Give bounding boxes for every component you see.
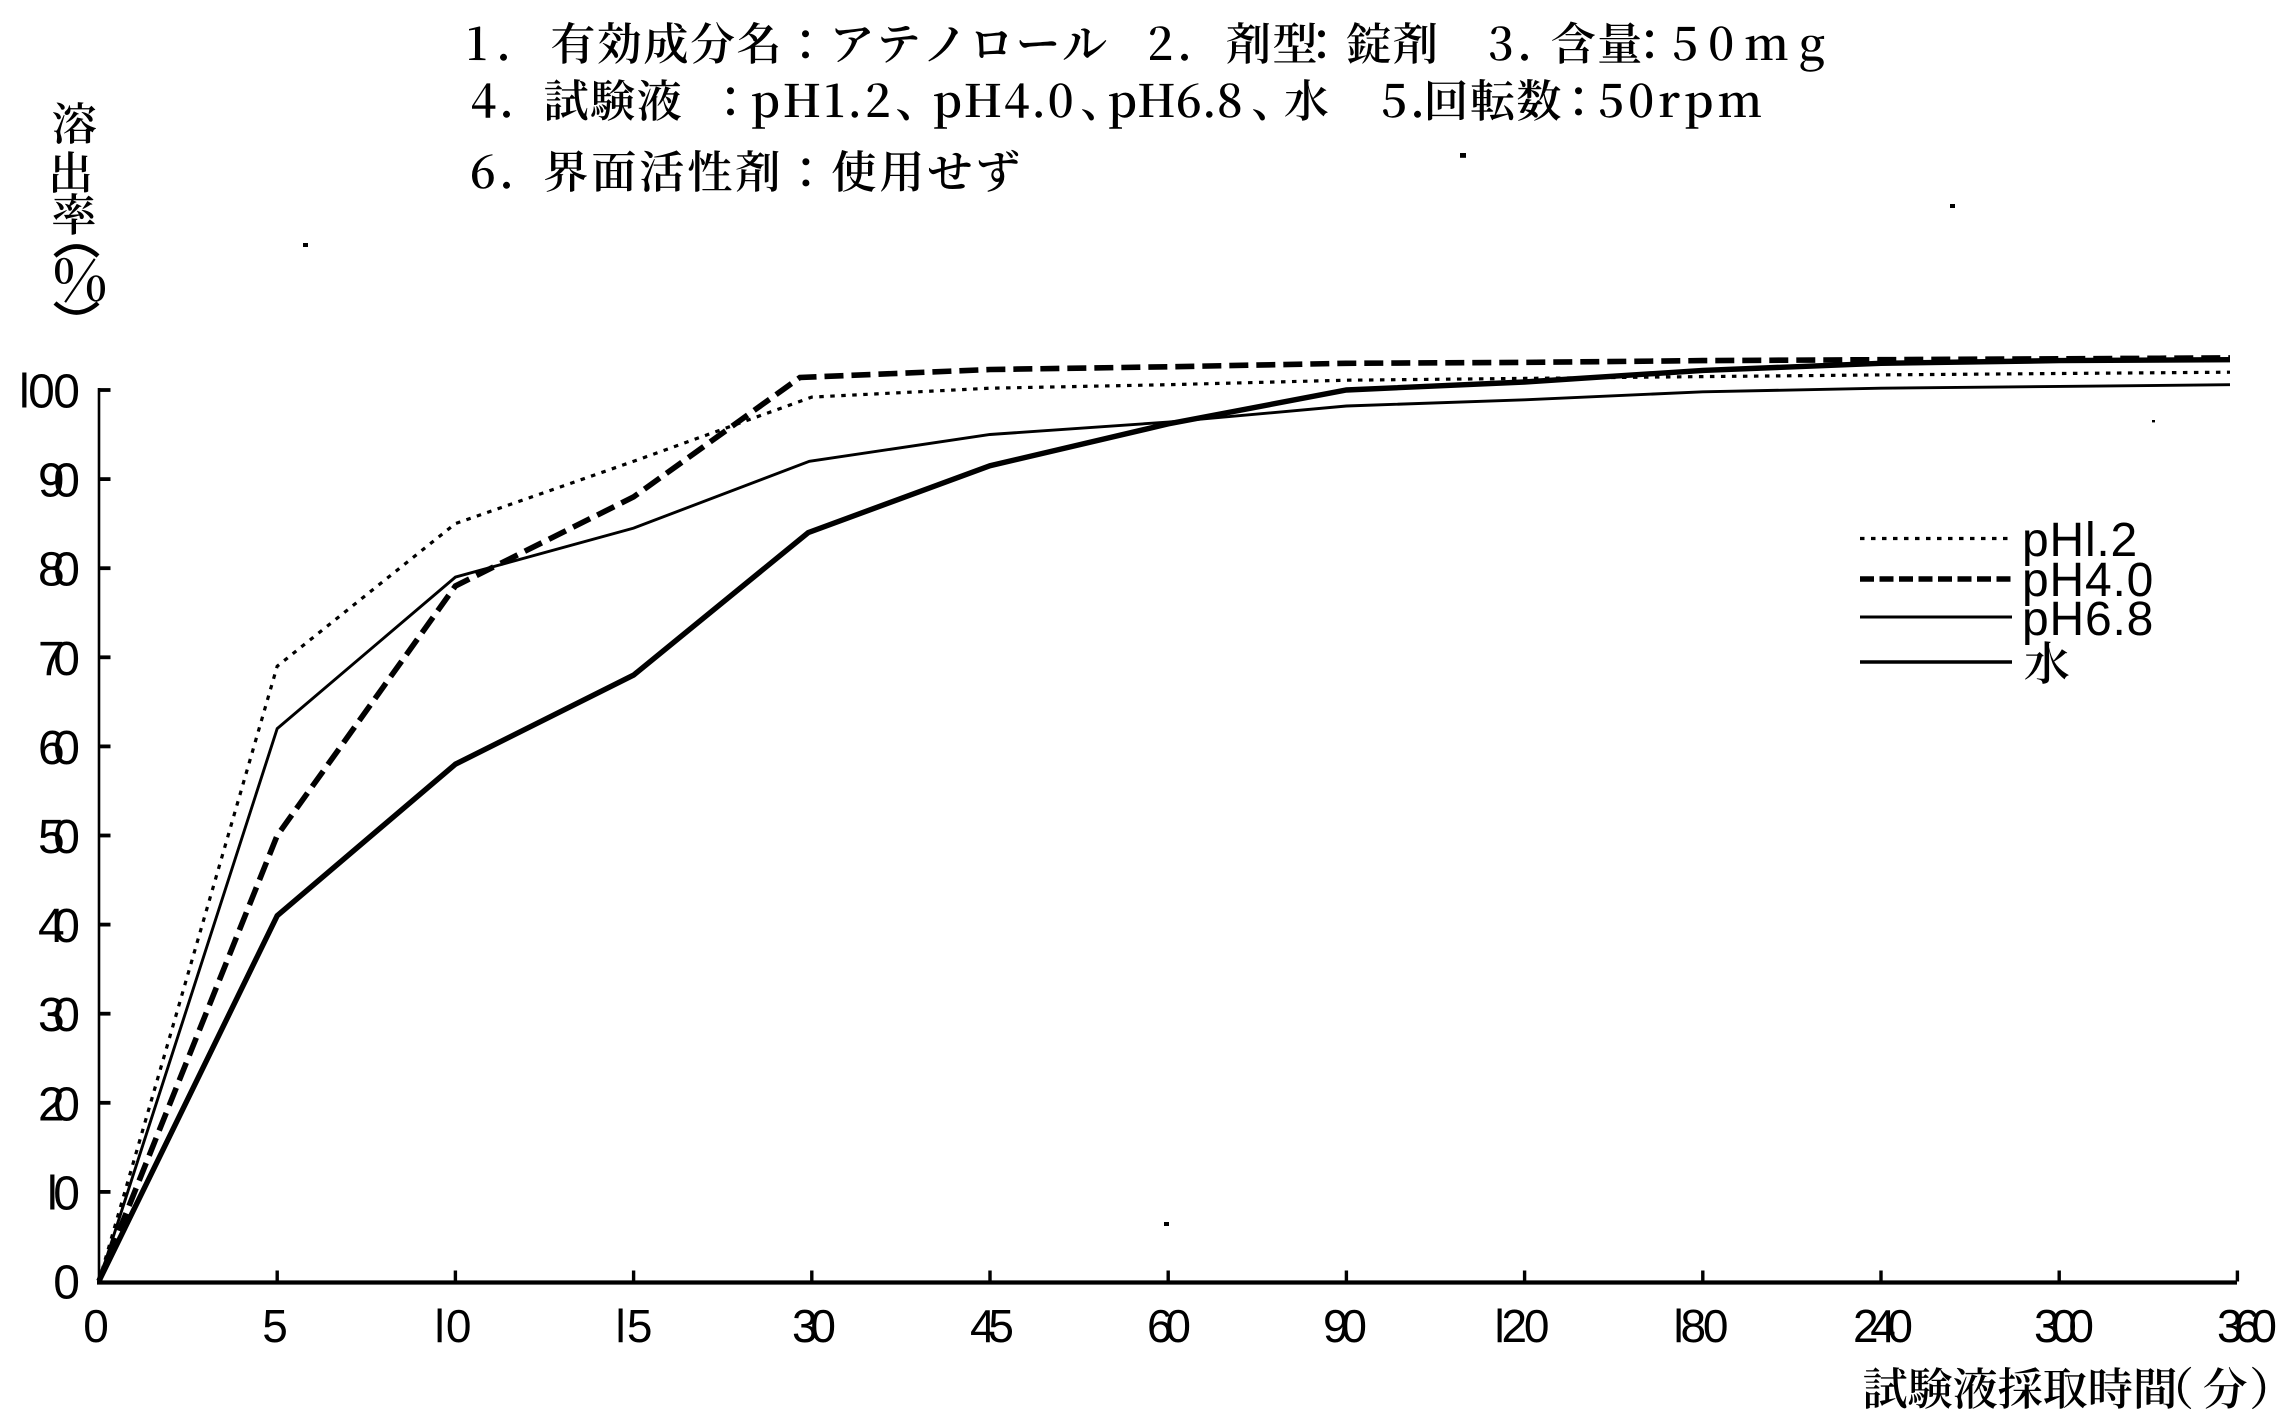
svg-text:50: 50 [38, 811, 80, 864]
svg-text:l0: l0 [435, 1300, 472, 1352]
svg-text:l20: l20 [1495, 1300, 1550, 1352]
svg-text:60: 60 [38, 722, 80, 775]
svg-text:l5: l5 [616, 1300, 653, 1352]
svg-text:300: 300 [2034, 1300, 2094, 1352]
svg-text:360: 360 [2217, 1300, 2277, 1352]
svg-text:240: 240 [1853, 1300, 1913, 1352]
svg-text:l80: l80 [1674, 1300, 1729, 1352]
svg-text:80: 80 [38, 544, 80, 597]
svg-text:40: 40 [38, 900, 80, 953]
svg-text:0: 0 [83, 1300, 109, 1352]
svg-text:30: 30 [38, 989, 80, 1042]
svg-text:l00: l00 [19, 366, 80, 419]
svg-text:45: 45 [970, 1300, 1014, 1352]
svg-text:pH4.0: pH4.0 [2022, 554, 2154, 607]
svg-text:30: 30 [792, 1300, 836, 1352]
svg-text:l0: l0 [47, 1167, 80, 1220]
svg-text:0: 0 [53, 1257, 80, 1310]
svg-text:70: 70 [38, 633, 80, 686]
svg-text:60: 60 [1147, 1300, 1191, 1352]
svg-text:90: 90 [1323, 1300, 1367, 1352]
svg-text:pH6.8: pH6.8 [2022, 593, 2154, 646]
svg-text:5: 5 [262, 1300, 288, 1352]
svg-text:pHl.2: pHl.2 [2022, 514, 2138, 567]
svg-text:20: 20 [38, 1078, 80, 1131]
svg-text:90: 90 [38, 455, 80, 508]
